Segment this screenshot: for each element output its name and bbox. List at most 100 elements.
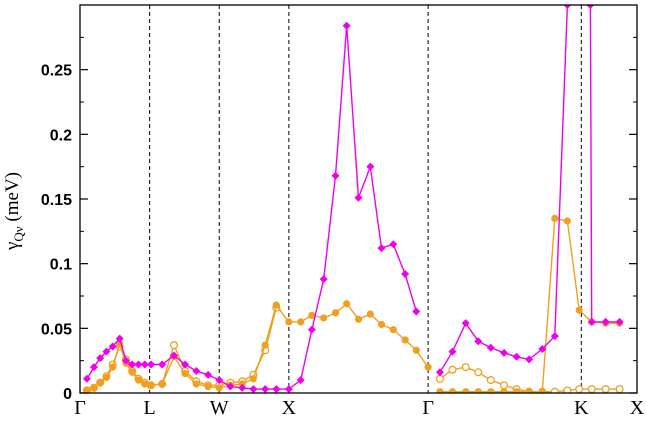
data-point (575, 306, 583, 314)
data-point (486, 376, 495, 385)
data-point (285, 318, 293, 326)
data-point (486, 343, 495, 352)
data-point (412, 307, 421, 316)
data-point (474, 388, 482, 393)
data-point (158, 360, 167, 369)
y-axis-label-main: γ (2, 242, 23, 251)
data-point (158, 380, 166, 388)
data-point (82, 374, 91, 383)
series-line (589, 5, 620, 323)
y-axis-label: γQν (meV) (2, 172, 26, 251)
data-point (204, 382, 212, 391)
data-point (538, 345, 547, 354)
data-point (128, 360, 137, 369)
data-point (512, 352, 521, 361)
data-point (538, 388, 546, 393)
data-point (461, 319, 470, 328)
series-line (86, 307, 277, 392)
data-point (587, 385, 596, 393)
data-point (436, 388, 444, 393)
data-point (226, 382, 235, 391)
series-circle-filled (83, 214, 624, 393)
x-tick-label: W (210, 397, 229, 419)
data-point (249, 375, 257, 383)
series-line (86, 25, 417, 390)
data-point (412, 346, 420, 354)
data-point (587, 317, 596, 326)
data-point (435, 374, 445, 383)
data-point (90, 384, 98, 392)
data-point (297, 318, 305, 326)
data-point (377, 320, 386, 329)
axes: 0 0.05 0.1 0.15 0.2 0.25 Γ L W X Γ K X (41, 4, 645, 419)
data-point (550, 332, 559, 341)
data-point (109, 363, 117, 371)
data-point (308, 311, 316, 319)
x-tick-label: K (574, 397, 589, 419)
data-point (320, 314, 328, 322)
data-point (586, 5, 595, 9)
data-point (128, 368, 136, 376)
y-tick-label: 0.2 (50, 127, 72, 144)
data-point (169, 341, 179, 350)
data-point (343, 300, 351, 308)
data-point (500, 388, 508, 393)
data-point (377, 244, 386, 253)
data-point (342, 21, 351, 30)
high-symmetry-lines (149, 5, 582, 393)
data-point (448, 388, 457, 393)
data-point (448, 365, 457, 374)
data-point (331, 309, 340, 317)
series-diamond (82, 5, 624, 393)
data-point (551, 214, 559, 222)
data-point (487, 388, 495, 393)
data-point (192, 367, 201, 376)
data-point (525, 388, 533, 393)
y-axis-label-sub: Qν (11, 226, 26, 241)
x-tick-label: X (630, 397, 645, 419)
data-point (601, 385, 610, 393)
data-point (354, 315, 363, 323)
data-point (134, 376, 143, 384)
data-point (169, 351, 178, 360)
data-point (284, 385, 293, 393)
data-point (424, 363, 432, 371)
data-point (401, 270, 410, 279)
data-point (462, 388, 470, 393)
data-point (435, 368, 444, 377)
data-point (102, 347, 111, 356)
data-point (89, 363, 98, 372)
y-tick-label: 0.1 (50, 257, 72, 274)
data-point (319, 275, 328, 284)
data-point (261, 385, 270, 393)
data-point (601, 317, 610, 326)
data-point (563, 5, 572, 9)
y-tick-label: 0.25 (41, 63, 72, 80)
data-point (181, 370, 189, 378)
data-point (448, 347, 457, 356)
x-tick-label: Γ (422, 397, 434, 419)
data-point (102, 373, 111, 382)
y-tick-label: 0.15 (41, 192, 72, 209)
x-tick-label: Γ (74, 397, 86, 419)
data-point (147, 381, 155, 389)
data-point (474, 368, 483, 377)
data-point (147, 360, 156, 369)
x-tick-label: X (282, 397, 297, 419)
data-point (96, 379, 104, 387)
data-point (272, 385, 281, 393)
data-point (389, 326, 397, 334)
y-axis-label-unit: (meV) (2, 172, 23, 226)
data-point (615, 385, 624, 393)
y-tick-label: 0.05 (41, 321, 72, 338)
data-point (331, 171, 340, 180)
data-point (192, 380, 200, 388)
data-point (401, 336, 409, 344)
data-point (141, 380, 149, 388)
data-point (115, 334, 124, 343)
data-point (121, 356, 130, 365)
series-layer (82, 5, 624, 393)
data-point (550, 387, 559, 393)
data-point (204, 370, 213, 379)
data-point (366, 310, 374, 318)
